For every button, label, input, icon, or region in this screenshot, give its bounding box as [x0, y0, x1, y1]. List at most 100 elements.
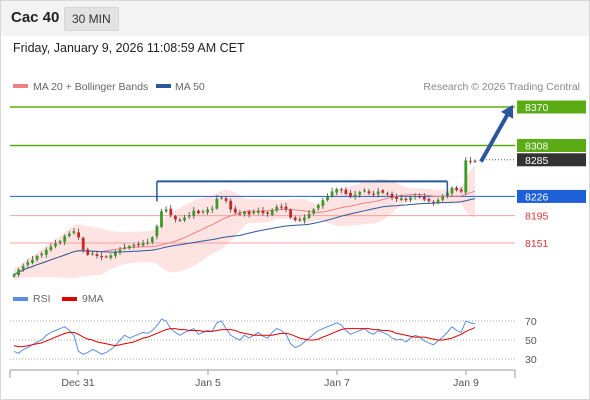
level-label-8370: 8370	[525, 102, 549, 114]
candle-body	[12, 274, 16, 277]
rsi-tick-30: 30	[525, 354, 537, 366]
ma50-line	[13, 198, 476, 276]
candle-body	[372, 193, 375, 195]
candle-body	[187, 215, 191, 217]
candle-body	[321, 200, 325, 206]
candle-body	[31, 259, 34, 263]
candle-body	[174, 216, 177, 220]
candle-body	[252, 211, 256, 214]
candle-body	[141, 243, 145, 246]
timeframe-button[interactable]: 30 MIN	[64, 7, 119, 31]
candle-body	[376, 191, 380, 195]
candle-body	[427, 198, 431, 201]
legend-label-bollinger: MA 20 + Bollinger Bands	[33, 81, 148, 93]
candle-body	[390, 193, 394, 198]
candle-body	[464, 160, 468, 193]
rsi-tick-70: 70	[525, 316, 537, 328]
candle-body	[49, 246, 53, 251]
candle-body	[469, 160, 472, 162]
candle-body	[266, 212, 269, 214]
candle-body	[118, 249, 122, 252]
candle-body	[353, 194, 357, 198]
legend-swatch-bollinger	[13, 84, 28, 88]
candle-body	[349, 192, 352, 197]
rsi-panel: 70 50 30	[10, 316, 537, 366]
candle-body	[418, 196, 422, 198]
x-tick-label: Jan 5	[195, 377, 221, 389]
candle-body	[192, 210, 196, 216]
candle-body	[150, 237, 154, 242]
candle-body	[95, 254, 99, 256]
candle-body	[233, 208, 237, 213]
candle-body	[238, 213, 242, 215]
candle-body	[473, 160, 477, 162]
level-tag-8226	[517, 189, 586, 203]
chart-datetime: Friday, January 9, 2026 11:08:59 AM CET	[13, 41, 245, 55]
candle-body	[201, 211, 205, 213]
candle-body	[316, 205, 320, 209]
candle-body	[256, 210, 260, 213]
candle-body	[409, 197, 412, 200]
candle-body	[26, 262, 30, 265]
candle-body	[155, 226, 159, 237]
candle-body	[404, 198, 408, 201]
candle-body	[220, 197, 223, 199]
candle-body	[72, 231, 76, 233]
annotations	[156, 104, 514, 202]
candle-body	[215, 198, 219, 209]
chart-legend: MA 20 + Bollinger Bands MA 50 Research ©…	[13, 81, 580, 93]
candle-body	[109, 255, 113, 258]
legend-label-9ma: 9MA	[82, 293, 104, 305]
candle-body	[178, 219, 182, 221]
price-levels	[10, 106, 515, 244]
candle-body	[275, 207, 279, 211]
level-label-8151: 8151	[525, 238, 549, 250]
candle-body	[326, 196, 329, 201]
legend-swatch-9ma	[62, 297, 77, 301]
candle-body	[293, 217, 297, 220]
candle-body	[77, 232, 80, 238]
x-tick-label: Jan 7	[324, 377, 350, 389]
x-tick-label: Dec 31	[61, 377, 94, 389]
candle-body	[206, 209, 209, 213]
candle-body	[81, 237, 85, 250]
candle-body	[399, 198, 403, 200]
candle-body	[123, 247, 127, 249]
price-level-labels: 8370 8308 8285 8226 8195 8151	[517, 100, 586, 250]
candle-body	[441, 197, 445, 200]
candle-body	[339, 189, 343, 191]
candle-body	[330, 191, 334, 196]
candle-body	[432, 201, 435, 203]
candle-body	[395, 196, 398, 199]
rsi-ma-line	[13, 327, 476, 348]
candle-body	[229, 200, 233, 210]
level-label-8308: 8308	[525, 141, 549, 153]
candle-body	[280, 206, 283, 208]
candle-body	[17, 269, 20, 275]
candle-body	[169, 208, 173, 215]
candle-body	[197, 210, 200, 214]
rsi-tick-50: 50	[525, 335, 537, 347]
candle-body	[307, 213, 311, 218]
level-tag-8370	[517, 100, 586, 114]
candle-body	[54, 243, 57, 247]
candle-body	[436, 200, 440, 204]
rsi-legend: RSI 9MA	[13, 293, 104, 305]
legend-swatch-ma50	[156, 84, 171, 88]
candle-body	[58, 241, 62, 243]
candlesticks	[12, 157, 477, 278]
candle-body	[100, 256, 103, 258]
level-label-8226: 8226	[525, 191, 549, 203]
legend-label-rsi: RSI	[33, 293, 51, 305]
x-tick-label: Jan 9	[453, 377, 479, 389]
candle-body	[104, 256, 108, 258]
candle-body	[335, 189, 339, 193]
candle-body	[386, 193, 389, 195]
candle-body	[224, 198, 228, 201]
instrument-title: Cac 40	[11, 9, 60, 26]
candle-body	[247, 211, 251, 215]
level-label-8195: 8195	[525, 211, 549, 223]
candle-body	[344, 189, 348, 194]
candle-body	[289, 209, 292, 218]
